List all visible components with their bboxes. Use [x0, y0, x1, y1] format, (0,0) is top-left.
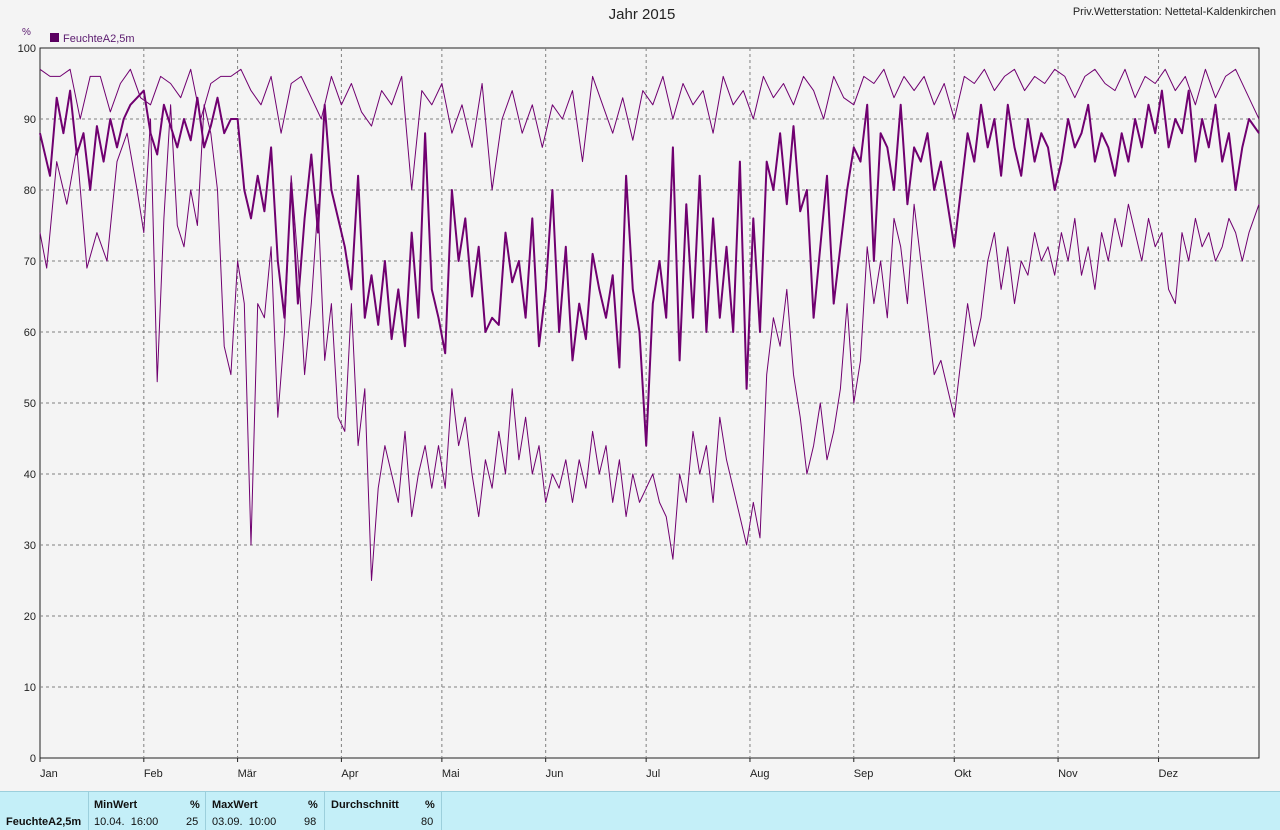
y-axis-unit: %: [22, 27, 31, 38]
stats-avg-cell: Durchschnitt % 80: [325, 792, 442, 830]
y-tick-label: 60: [24, 327, 36, 339]
y-tick-label: 70: [24, 256, 36, 268]
x-tick-label: Mai: [442, 768, 460, 780]
y-tick-label: 40: [24, 469, 36, 481]
legend: FeuchteA2,5m: [50, 33, 135, 45]
series-line-mean: [39, 89, 1260, 447]
x-tick-label: Sep: [854, 768, 874, 780]
x-tick-label: Nov: [1058, 768, 1078, 780]
y-tick-label: 0: [30, 753, 36, 765]
stats-min-cell: MinWert % 10.04. 16:00 25: [89, 792, 206, 830]
x-tick-label: Feb: [144, 768, 163, 780]
y-tick-label: 100: [18, 43, 36, 55]
stats-bar: FeuchteA2,5m MinWert % 10.04. 16:00 25 M…: [0, 791, 1280, 830]
legend-series-label: FeuchteA2,5m: [63, 33, 135, 45]
series-line-min: [39, 104, 1260, 581]
x-tick-label: Dez: [1159, 768, 1179, 780]
stats-min-datetime: 10.04. 16:00: [94, 816, 159, 828]
series-line-max: [39, 68, 1260, 191]
y-tick-label: 50: [24, 398, 36, 410]
stats-series-label: FeuchteA2,5m: [6, 816, 82, 828]
x-tick-label: Aug: [750, 768, 770, 780]
x-tick-label: Jun: [546, 768, 564, 780]
chart-plot: 0 10 20 30 40 50 60 70 80 90 100 Jan Feb Mär Apr Mai Jun…: [18, 27, 1260, 780]
stats-max-header: MaxWert: [212, 799, 258, 811]
stats-max-cell: MaxWert % 03.09. 10:00 98: [206, 792, 325, 830]
stats-min-value: 25: [186, 816, 199, 828]
stats-avg-unit: %: [425, 799, 435, 811]
x-tick-label: Apr: [341, 768, 358, 780]
x-tick-label: Mär: [238, 768, 257, 780]
stats-avg-value: 80: [421, 816, 434, 828]
legend-color-box: [50, 33, 59, 42]
x-tick-label: Okt: [954, 768, 971, 780]
stats-min-unit: %: [190, 799, 200, 811]
chart-title: Jahr 2015: [608, 6, 676, 23]
stats-max-unit: %: [308, 799, 318, 811]
x-tick-label: Jul: [646, 768, 660, 780]
stats-max-value: 98: [304, 816, 317, 828]
stats-max-datetime: 03.09. 10:00: [212, 816, 277, 828]
y-tick-label: 30: [24, 540, 36, 552]
stats-series-cell: FeuchteA2,5m: [0, 792, 89, 830]
stats-min-header: MinWert: [94, 799, 138, 811]
y-tick-label: 10: [24, 682, 36, 694]
x-tick-label: Jan: [40, 768, 58, 780]
stats-avg-header: Durchschnitt: [331, 799, 399, 811]
y-tick-label: 90: [24, 114, 36, 126]
station-label: Priv.Wetterstation: Nettetal-Kaldenkirch…: [1072, 6, 1276, 18]
y-tick-label: 20: [24, 611, 36, 623]
y-tick-label: 80: [24, 185, 36, 197]
